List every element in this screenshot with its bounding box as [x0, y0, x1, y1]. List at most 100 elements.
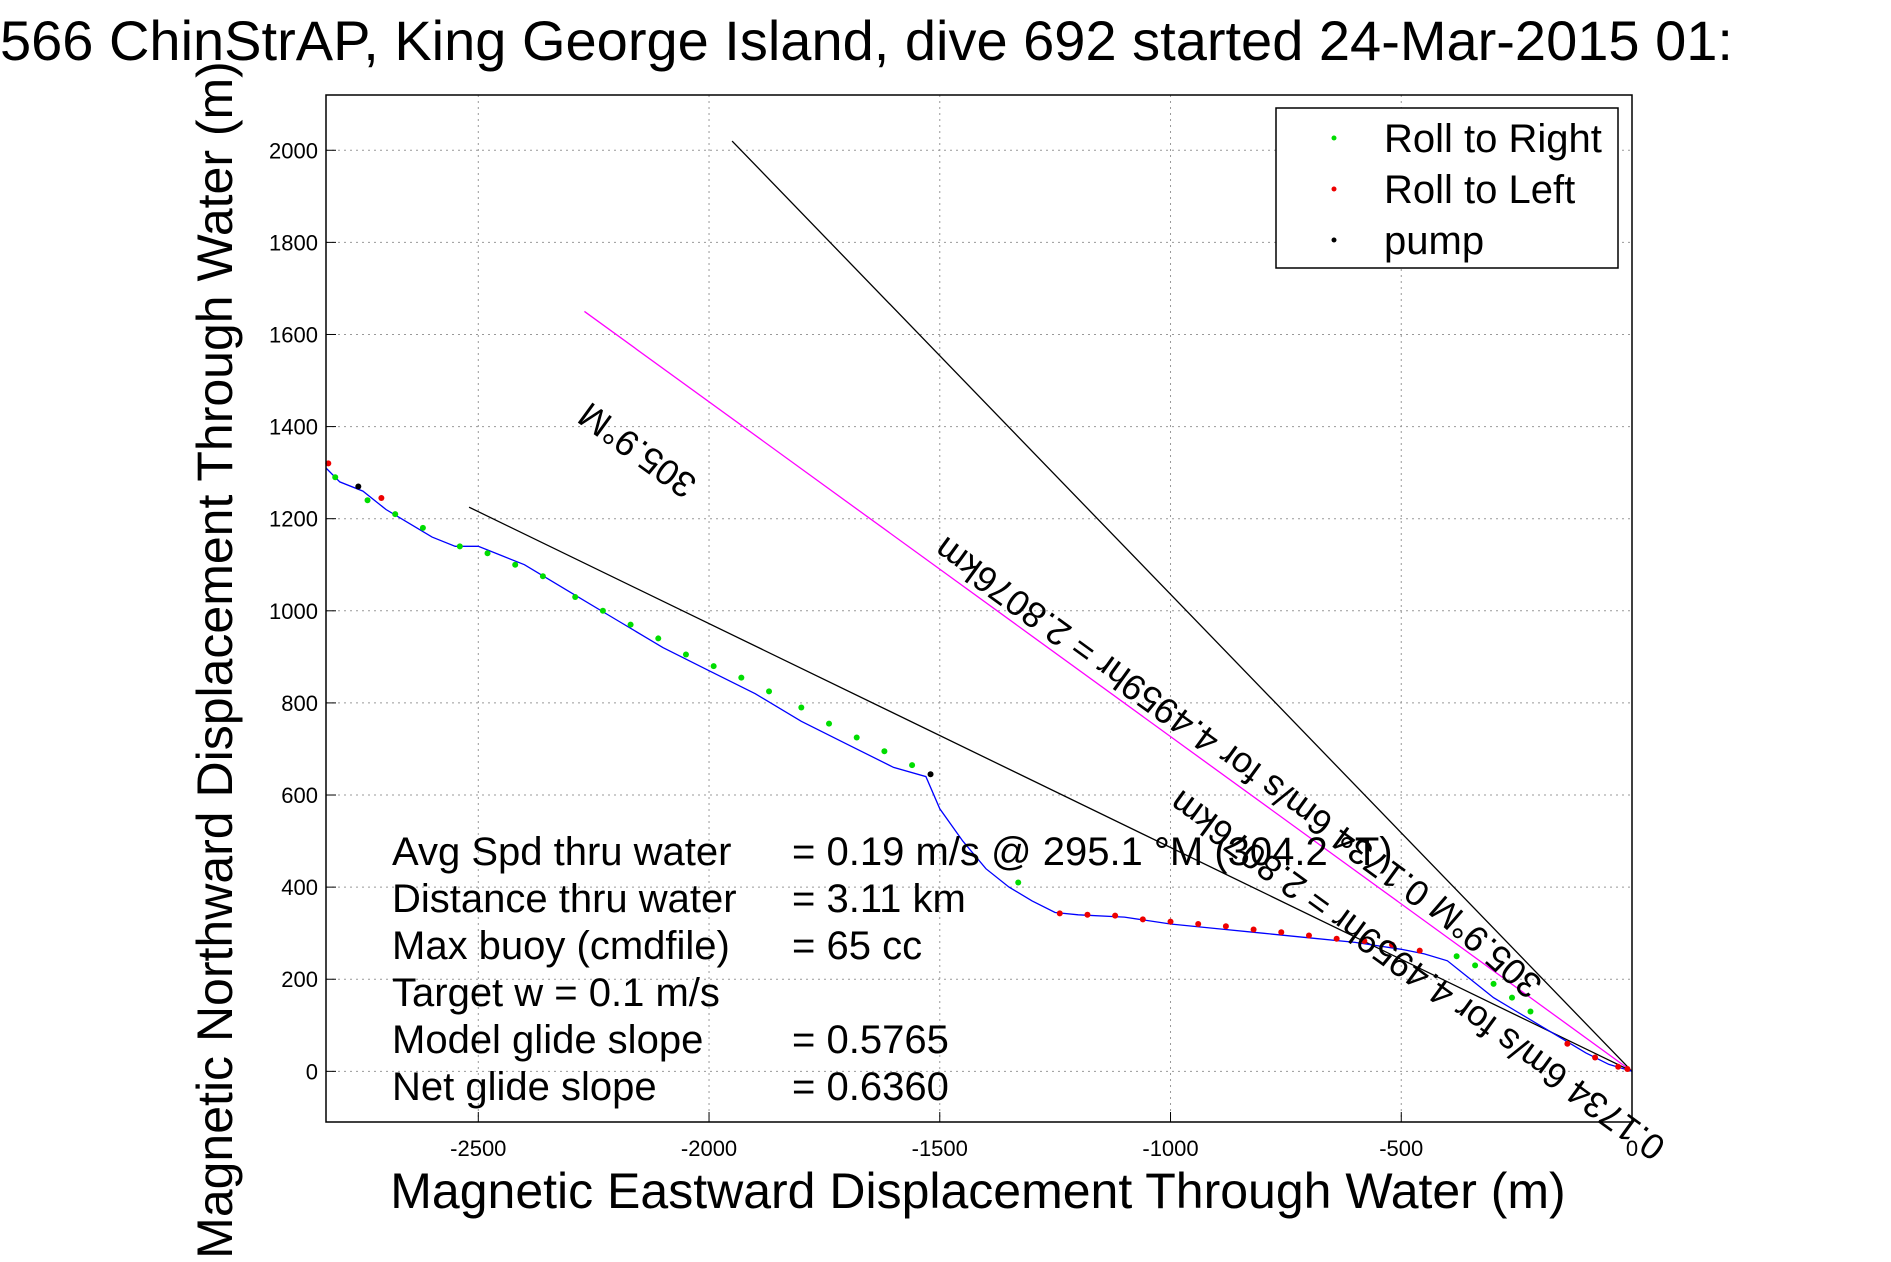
- pump-point: [927, 771, 934, 778]
- roll-right-point: [599, 607, 606, 614]
- roll-right-point: [1453, 953, 1460, 960]
- line-label: 305.9°M: [571, 394, 704, 506]
- rotated-line-labels: 305.9°M0.1734 6m/s for 4.4959hr = 2.8076…: [571, 394, 1673, 1168]
- roll-left-point: [1139, 916, 1146, 923]
- roll-right-point: [512, 561, 519, 568]
- roll-right-point: [364, 497, 371, 504]
- reference-line: [584, 310, 1633, 1072]
- roll-left-point: [378, 494, 385, 501]
- y-tick-label: 0: [306, 1059, 318, 1084]
- roll-right-point: [539, 573, 546, 580]
- y-tick-label: 200: [281, 967, 318, 992]
- legend-label-pump: pump: [1384, 219, 1484, 263]
- stat-label: Model glide slope: [392, 1018, 703, 1062]
- roll-right-point: [826, 720, 833, 727]
- y-tick-label: 400: [281, 875, 318, 900]
- roll-left-point: [1361, 938, 1368, 945]
- roll-right-point: [627, 621, 634, 628]
- reference-lines: [468, 140, 1633, 1072]
- x-tick-label: -1000: [1142, 1136, 1198, 1161]
- roll-left-point: [1615, 1063, 1622, 1070]
- track-line: [325, 467, 1633, 1072]
- roll-right-point: [710, 663, 717, 670]
- roll-right-point: [572, 593, 579, 600]
- stat-value: = 0.5765: [792, 1018, 949, 1062]
- y-tick-label: 1400: [269, 415, 318, 440]
- stat-value: = 0.6360: [792, 1065, 949, 1109]
- reference-line: [468, 506, 1633, 1072]
- roll-right-point: [332, 474, 339, 481]
- roll-right-point: [1472, 962, 1479, 969]
- x-tick-label: -1500: [912, 1136, 968, 1161]
- roll-right-point: [766, 688, 773, 695]
- roll-left-point: [1592, 1054, 1599, 1061]
- roll-right-point: [881, 748, 888, 755]
- roll-right-point: [655, 635, 662, 642]
- legend: Roll to Right Roll to Left pump: [1275, 107, 1619, 269]
- roll-right-point: [392, 511, 399, 518]
- y-tick-label: 1600: [269, 322, 318, 347]
- roll-right-point: [798, 704, 805, 711]
- stat-value: = 3.11 km: [792, 877, 966, 921]
- roll-left-point: [1624, 1066, 1631, 1073]
- reference-line: [731, 140, 1633, 1072]
- y-axis-label: Magnetic Northward Displacement Through …: [187, 61, 243, 1259]
- legend-marker-roll-right: [1331, 135, 1337, 141]
- y-tick-label: 800: [281, 691, 318, 716]
- legend-marker-roll-left: [1331, 186, 1337, 192]
- x-tick-label: -2000: [681, 1136, 737, 1161]
- stat-label: Net glide slope: [392, 1065, 657, 1109]
- roll-right-point: [1490, 980, 1497, 987]
- chart-title: 566 ChinStrAP, King George Island, dive …: [0, 9, 1733, 72]
- y-tick-label: 600: [281, 783, 318, 808]
- stat-label: Target w = 0.1 m/s: [392, 971, 720, 1015]
- stat-label: Avg Spd thru water: [392, 830, 731, 874]
- roll-right-point: [1509, 994, 1516, 1001]
- stat-label: Distance thru water: [392, 877, 737, 921]
- marker-points: [325, 460, 1631, 1073]
- roll-left-point: [1167, 918, 1174, 925]
- grid-lines: [326, 95, 1633, 1122]
- roll-left-point: [1112, 912, 1119, 919]
- roll-right-point: [419, 524, 426, 531]
- roll-left-point: [1222, 923, 1229, 930]
- roll-left-point: [1056, 910, 1063, 917]
- roll-left-point: [1250, 926, 1257, 933]
- x-tick-label: -2500: [450, 1136, 506, 1161]
- legend-label-roll-right: Roll to Right: [1384, 117, 1602, 161]
- roll-left-point: [1278, 929, 1285, 936]
- x-tick-label: -500: [1379, 1136, 1423, 1161]
- roll-left-point: [1333, 935, 1340, 942]
- pump-point: [355, 483, 362, 490]
- plot-area-frame: [325, 94, 1633, 1123]
- roll-left-point: [1389, 941, 1396, 948]
- y-tick-label: 2000: [269, 138, 318, 163]
- stat-label: Max buoy (cmdfile): [392, 924, 730, 968]
- stat-value: = 65 cc: [792, 924, 922, 968]
- roll-left-point: [1564, 1040, 1571, 1047]
- legend-label-roll-left: Roll to Left: [1384, 168, 1575, 212]
- roll-left-point: [1416, 947, 1423, 954]
- x-tick-labels: -2500 -2000 -1500 -1000 -500 0: [450, 1112, 1638, 1161]
- roll-right-point: [1527, 1008, 1534, 1015]
- y-tick-labels: 0 200 400 600 800 1000 1200 1400 1600 1800 2000: [269, 138, 336, 1084]
- y-tick-label: 1800: [269, 230, 318, 255]
- roll-right-point: [484, 550, 491, 557]
- legend-marker-pump: [1331, 237, 1337, 243]
- roll-right-point: [853, 734, 860, 741]
- roll-left-point: [1084, 911, 1091, 918]
- roll-left-point: [1305, 932, 1312, 939]
- roll-left-point: [325, 460, 332, 467]
- roll-right-point: [682, 651, 689, 658]
- y-tick-label: 1200: [269, 507, 318, 532]
- stats-block: Avg Spd thru water = 0.19 m/s @ 295.1 °M …: [392, 830, 1393, 1109]
- y-tick-label: 1000: [269, 599, 318, 624]
- roll-right-point: [909, 762, 916, 769]
- roll-left-point: [1195, 920, 1202, 927]
- roll-right-point: [1015, 879, 1022, 886]
- x-axis-label: Magnetic Eastward Displacement Through W…: [390, 1163, 1565, 1219]
- x-tick-label: 0: [1626, 1136, 1638, 1161]
- dive-track: [325, 467, 1633, 1072]
- roll-right-point: [738, 674, 745, 681]
- roll-right-point: [456, 543, 463, 550]
